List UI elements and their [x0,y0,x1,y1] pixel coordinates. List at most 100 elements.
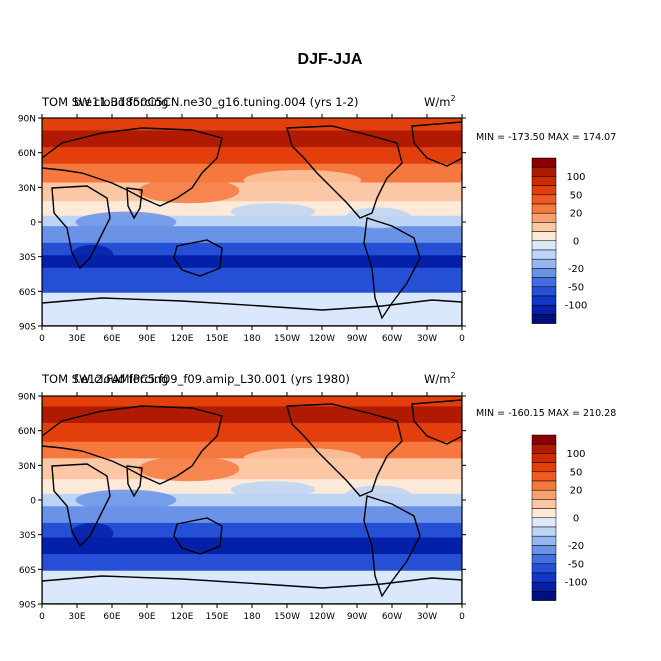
colorbar-swatch [531,258,557,269]
panel-top: TOM SW cloud forcing b.e11.B1850C5CN.ne3… [18,94,616,344]
lon-tick-label: 30W [417,612,437,622]
lat-tick-label: 0 [30,497,36,507]
field-blob [75,489,177,511]
colorbar-tick-label: -50 [568,559,584,570]
colorbar-swatch [531,489,557,500]
field-band [42,554,462,572]
panel-top-case-label: b.e11.B1850C5CN.ne30_g16.tuning.004 (yrs… [74,95,359,109]
panel-bottom-map [42,396,462,604]
colorbar-swatch [531,222,557,232]
colorbar-tick-label: -100 [565,578,588,589]
colorbar-swatch [531,434,557,445]
colorbar-tick-label: 50 [570,190,583,201]
colorbar-swatch [531,453,557,463]
colorbar-tick-label: 0 [573,513,579,524]
colorbar-swatch [531,194,557,205]
field-band [42,406,462,424]
lon-tick-label: 150E [206,334,229,344]
field-blob [243,448,362,469]
field-band [42,130,462,148]
colorbar-swatch [531,443,557,454]
field-blob [243,170,362,191]
field-band [42,423,462,443]
lon-tick-label: 90W [347,334,367,344]
colorbar-swatch [531,526,557,537]
lon-tick-label: 0 [39,612,45,622]
colorbar-swatch [531,314,557,324]
figure-title: DJF-JJA [298,51,363,68]
lon-tick-label: 150W [274,334,300,344]
panel-top-units: W/m2 [424,94,456,109]
field-band [42,118,462,131]
colorbar-swatch [531,591,557,601]
field-band [42,537,462,555]
colorbar-swatch [531,212,557,223]
lon-tick-label: 150E [206,612,229,622]
lon-tick-label: 30E [68,612,85,622]
field-band [42,147,462,165]
lat-tick-label: 60S [19,566,36,576]
colorbar-swatch [531,508,557,519]
lon-tick-label: 90W [347,612,367,622]
lon-tick-label: 60W [382,612,402,622]
field-blob [71,244,114,266]
panel-bottom-lat-axis: 90N 60N 30N 0 30S 60S 90S [18,393,466,611]
colorbar-swatch [531,277,557,288]
colorbar-swatch [531,581,557,592]
colorbar-swatch [531,471,557,482]
colorbar-swatch [531,268,557,278]
colorbar-swatch [531,185,557,196]
colorbar-swatch [531,304,557,315]
colorbar-swatch [531,517,557,528]
colorbar-tick-label: 0 [573,236,579,247]
colorbar-swatch [531,286,557,297]
panel-bottom-lon-axis: 0 30E 60E 90E 120E 150E 180 150W 120W 90W 60W 30W 0 [39,392,465,622]
colorbar-tick-label: -20 [568,264,584,275]
field-blob [231,203,315,220]
lon-tick-label: 90E [138,612,155,622]
colorbar-tick-label: -50 [568,282,584,293]
panel-top-colorbar: 100 50 20 0 -20 -50 -100 [531,157,588,324]
lat-tick-label: 90S [19,323,36,333]
colorbar-tick-label: -100 [565,301,588,312]
lon-tick-label: 120E [171,612,194,622]
field-band [42,267,462,294]
colorbar-tick-label: 20 [570,209,583,220]
map-field-bands [42,396,462,604]
field-blob [344,485,412,507]
field-band [42,522,462,538]
lat-tick-label: 60N [18,427,36,437]
lon-tick-label: 180 [243,334,260,344]
colorbar-swatch [531,462,557,473]
lon-tick-label: 60E [103,334,120,344]
field-band [42,396,462,407]
colorbar-swatch [531,203,557,214]
panel-top-lon-axis: 0 30E 60E 90E 120E 150E 180 150W 120W 90W 60W 30W 0 [39,114,465,344]
lon-tick-label: 30W [417,334,437,344]
lon-tick-label: 0 [459,612,465,622]
panel-bottom-case-label: f.e12.FAMIPC5.f09_f09.amip_L30.001 (yrs … [74,372,350,386]
colorbar-swatch [531,240,557,251]
lon-tick-label: 60E [103,612,120,622]
panel-bottom-units: W/m2 [424,371,456,386]
lat-tick-label: 60S [19,288,36,298]
lon-tick-label: 180 [243,612,260,622]
colorbar-swatch [531,157,557,168]
lat-tick-label: 30N [18,184,36,194]
colorbar-swatch [531,231,557,242]
colorbar-swatch [531,249,557,260]
panel-bottom-minmax: MIN = -160.15 MAX = 210.28 [476,408,616,419]
panel-top-map [42,118,462,326]
lon-tick-label: 150W [274,612,300,622]
colorbar-tick-label: 50 [570,467,583,478]
colorbar-swatch [531,545,557,555]
lon-tick-label: 90E [138,334,155,344]
field-band [42,506,462,524]
panel-top-lat-axis: 90N 60N 30N 0 30S 60S 90S [18,115,466,333]
field-band [42,215,462,227]
panel-bottom-variable-label: TOM SW cloud forcing [41,372,168,386]
field-blob [344,207,412,229]
lat-tick-label: 90N [18,393,36,403]
colorbar-tick-label: -20 [568,541,584,552]
lon-tick-label: 60W [382,334,402,344]
